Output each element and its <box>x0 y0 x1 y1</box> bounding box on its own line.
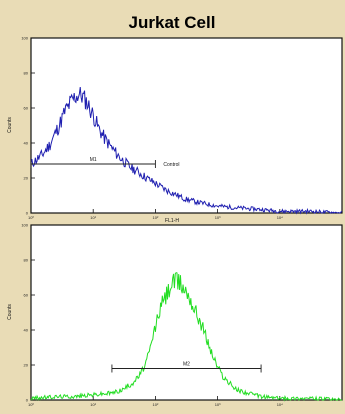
top-histogram-line <box>30 86 343 215</box>
bottom-y-axis-label: Counts <box>7 304 13 320</box>
top-x-tick-label: 10⁴ <box>277 215 283 220</box>
bottom-y-tick-label: 60 <box>24 293 29 298</box>
bottom-x-tick-label: 10⁴ <box>277 402 283 407</box>
bottom-series <box>30 272 342 402</box>
chart-title: Jurkat Cell <box>129 13 216 32</box>
top-y-axis-label: Counts <box>7 117 13 133</box>
bottom-x-tick-label: 10⁰ <box>28 402 34 407</box>
top-gate-annotation: Control <box>163 162 179 168</box>
top-y-tick-label: 100 <box>21 36 28 41</box>
bottom-ticks: 10⁰ 10¹ 10² 10³ 10⁴ 0 20 40 60 80 100 <box>21 223 283 408</box>
top-x-tick-label: 10³ <box>215 215 221 220</box>
top-gate: M1 Control <box>30 157 180 168</box>
top-histogram-panel: 10⁰ 10¹ 10² 10³ 10⁴ 0 20 40 60 80 100 M1 Control FL… <box>7 36 343 224</box>
top-x-axis-label: FL1-H <box>165 218 179 224</box>
bottom-histogram-panel: 10⁰ 10¹ 10² 10³ 10⁴ 0 20 40 60 80 100 M2 Counts <box>7 223 343 408</box>
top-ticks: 10⁰ 10¹ 10² 10³ 10⁴ 0 20 40 60 80 100 <box>21 36 283 221</box>
top-y-tick-label: 0 <box>26 211 29 216</box>
top-y-tick-label: 80 <box>24 71 29 76</box>
top-y-tick-label: 40 <box>24 141 29 146</box>
bottom-gate: M2 <box>111 362 262 373</box>
top-x-tick-label: 10⁰ <box>28 215 34 220</box>
bottom-y-tick-label: 100 <box>21 223 28 228</box>
bottom-plot-frame <box>30 224 343 401</box>
bottom-y-tick-label: 0 <box>26 398 29 403</box>
top-gate-label: M1 <box>90 157 97 163</box>
bottom-y-tick-label: 80 <box>24 258 29 263</box>
top-y-tick-label: 60 <box>24 106 29 111</box>
bottom-x-tick-label: 10² <box>153 402 159 407</box>
top-x-tick-label: 10² <box>153 215 159 220</box>
bottom-y-tick-label: 40 <box>24 328 29 333</box>
top-series <box>30 86 343 215</box>
top-y-tick-label: 20 <box>24 176 29 181</box>
top-plot-frame <box>30 37 343 214</box>
bottom-histogram-line <box>30 272 342 402</box>
bottom-gate-label: M2 <box>183 362 190 368</box>
bottom-y-tick-label: 20 <box>24 363 29 368</box>
top-x-tick-label: 10¹ <box>90 215 96 220</box>
bottom-x-tick-label: 10¹ <box>90 402 96 407</box>
bottom-x-tick-label: 10³ <box>215 402 221 407</box>
